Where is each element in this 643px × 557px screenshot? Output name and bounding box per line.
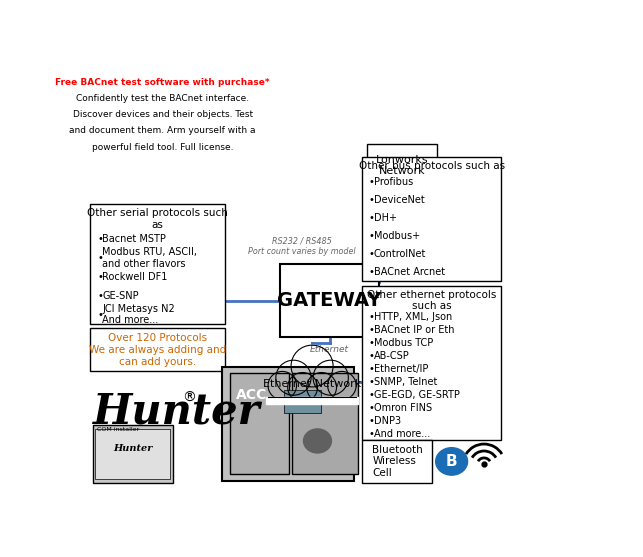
Bar	[292, 374, 358, 474]
Text: •: •	[369, 177, 375, 187]
Text: ®: ®	[183, 390, 196, 404]
Ellipse shape	[276, 360, 311, 395]
Text: •: •	[369, 351, 375, 361]
Text: Profibus: Profibus	[374, 177, 413, 187]
Text: Free BACnet test software with purchase*: Free BACnet test software with purchase*	[55, 77, 270, 86]
Text: •: •	[369, 267, 375, 277]
Text: COM installer: COM installer	[97, 427, 139, 432]
Text: B: B	[446, 454, 457, 469]
Text: BACnet IP or Eth: BACnet IP or Eth	[374, 325, 455, 335]
Text: Other serial protocols such
as: Other serial protocols such as	[87, 208, 228, 230]
Bar	[362, 286, 502, 440]
Text: SNMP, Telnet: SNMP, Telnet	[374, 377, 437, 387]
Text: RS232 / RS485
Port count varies by model: RS232 / RS485 Port count varies by model	[248, 236, 356, 256]
Text: BACnet Arcnet: BACnet Arcnet	[374, 267, 445, 277]
Text: Modbus TCP: Modbus TCP	[374, 338, 433, 348]
Text: Bacnet MSTP: Bacnet MSTP	[102, 234, 166, 244]
Text: •: •	[97, 291, 103, 301]
Bar	[222, 367, 354, 481]
Text: Confidently test the BACnet interface.: Confidently test the BACnet interface.	[76, 94, 249, 103]
Bar	[93, 425, 172, 483]
Text: Modbus RTU, ASCII,
and other flavors: Modbus RTU, ASCII, and other flavors	[102, 247, 197, 268]
Text: Lonworks
Network: Lonworks Network	[376, 155, 428, 176]
Text: JCI Metasys N2
And more...: JCI Metasys N2 And more...	[102, 304, 175, 325]
Ellipse shape	[291, 345, 333, 387]
Circle shape	[436, 448, 467, 475]
Text: •: •	[369, 195, 375, 205]
Text: GE-EGD, GE-SRTP: GE-EGD, GE-SRTP	[374, 390, 460, 400]
Text: Ethernet Network: Ethernet Network	[263, 379, 361, 389]
Text: GATEWAY: GATEWAY	[277, 291, 382, 310]
Text: Other ethernet protocols
such as: Other ethernet protocols such as	[367, 290, 496, 311]
Circle shape	[303, 429, 331, 453]
Bar	[230, 374, 289, 474]
Text: GE-SNP: GE-SNP	[102, 291, 139, 301]
Text: •: •	[369, 416, 375, 426]
Text: and document them. Arm yourself with a: and document them. Arm yourself with a	[69, 126, 256, 135]
Text: •: •	[369, 428, 375, 438]
Text: •: •	[97, 310, 103, 320]
Text: •: •	[369, 390, 375, 400]
Text: Rockwell DF1: Rockwell DF1	[102, 272, 168, 282]
Ellipse shape	[268, 372, 296, 400]
Text: ControlNet: ControlNet	[374, 249, 426, 259]
Bar	[266, 397, 358, 404]
Bar	[367, 144, 437, 187]
Text: Hunter: Hunter	[93, 390, 260, 433]
Text: DeviceNet: DeviceNet	[374, 195, 424, 205]
Ellipse shape	[307, 373, 336, 402]
Text: And more...: And more...	[374, 428, 430, 438]
Text: Ethernet/IP: Ethernet/IP	[374, 364, 428, 374]
Text: •: •	[369, 312, 375, 323]
Bar	[280, 264, 379, 337]
Ellipse shape	[287, 373, 318, 402]
Text: Hunter: Hunter	[113, 443, 152, 453]
Text: •: •	[369, 213, 375, 223]
Text: Discover devices and their objects. Test: Discover devices and their objects. Test	[73, 110, 253, 119]
Text: Modbus+: Modbus+	[374, 231, 420, 241]
Text: DNP3: DNP3	[374, 416, 401, 426]
Text: •: •	[369, 325, 375, 335]
Bar	[90, 204, 225, 324]
Text: •: •	[97, 272, 103, 282]
Bar	[90, 329, 225, 372]
Text: Bluetooth
Wireless
Cell: Bluetooth Wireless Cell	[372, 445, 423, 478]
Bar	[362, 157, 502, 281]
Text: Ethernet: Ethernet	[310, 345, 349, 354]
Text: •: •	[369, 249, 375, 259]
Text: Omron FINS: Omron FINS	[374, 403, 432, 413]
Ellipse shape	[328, 372, 356, 400]
Text: •: •	[369, 377, 375, 387]
Text: •: •	[369, 231, 375, 241]
Text: HTTP, XML, Json: HTTP, XML, Json	[374, 312, 452, 323]
Text: ACC: ACC	[236, 388, 267, 403]
Text: •: •	[97, 234, 103, 244]
Text: •: •	[369, 338, 375, 348]
Text: •: •	[369, 403, 375, 413]
Bar	[95, 429, 170, 478]
Text: powerful field tool. Full license.: powerful field tool. Full license.	[92, 143, 233, 152]
Text: DH+: DH+	[374, 213, 397, 223]
Text: AB-CSP: AB-CSP	[374, 351, 410, 361]
Text: Over 120 Protocols
We are always adding and
can add yours.: Over 120 Protocols We are always adding …	[89, 333, 226, 367]
Text: Other bus protocols such as: Other bus protocols such as	[359, 161, 505, 171]
Text: •: •	[369, 364, 375, 374]
Ellipse shape	[313, 360, 349, 395]
Bar	[284, 390, 322, 413]
Text: •: •	[97, 253, 103, 263]
Bar	[362, 440, 431, 483]
